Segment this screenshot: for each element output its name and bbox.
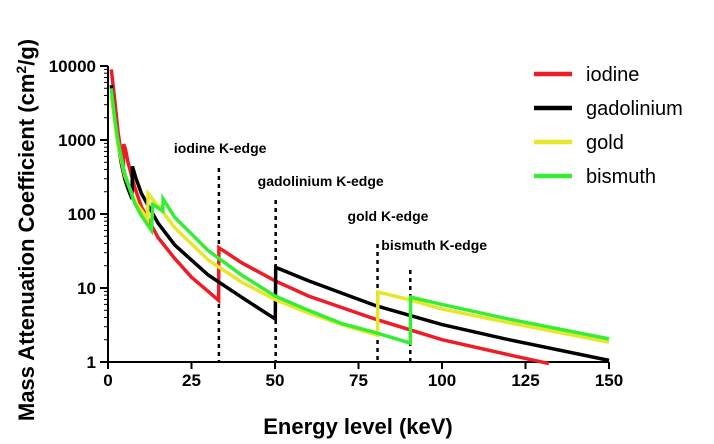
x-ticks: 0 25 50 75 100 125 150 (103, 362, 623, 390)
legend-label-gold: gold (586, 132, 624, 154)
k-edge-label: bismuth K-edge (381, 237, 487, 253)
k-edge-label: gadolinium K-edge (258, 173, 384, 189)
y-tick-label: 1000 (58, 131, 96, 150)
series-line-bismuth (109, 88, 610, 346)
y-tick-label: 10 (77, 279, 96, 298)
legend: iodine gadolinium gold bismuth (534, 64, 683, 188)
k-edge-label: gold K-edge (348, 208, 429, 224)
x-tick-label: 100 (428, 371, 456, 390)
y-tick-label: 10000 (49, 57, 96, 76)
y-tick-label: 100 (68, 205, 96, 224)
x-tick-label: 125 (511, 371, 539, 390)
x-tick-label: 0 (103, 371, 112, 390)
legend-label-bismuth: bismuth (586, 166, 656, 188)
y-tick-label: 1 (87, 353, 96, 372)
y-ticks: 1 10 100 1000 10000 (49, 57, 108, 372)
k-edge-markers: iodine K-edge gadolinium K-edge gold K-edg… (174, 140, 487, 362)
k-edge-label: iodine K-edge (174, 140, 267, 156)
x-tick-label: 75 (349, 371, 368, 390)
x-tick-label: 150 (595, 371, 623, 390)
legend-label-gadolinium: gadolinium (586, 98, 683, 120)
y-axis-title: Mass Attenuation Coefficient (cm2/g) (13, 39, 39, 421)
y-axis-title-end: /g) (14, 39, 39, 66)
y-axis-title-superscript: 2 (13, 66, 29, 74)
x-tick-label: 50 (266, 371, 285, 390)
x-tick-label: 25 (182, 371, 201, 390)
series-lines (109, 69, 610, 366)
y-axis-title-main: Mass Attenuation Coefficient (cm (14, 74, 39, 422)
legend-label-iodine: iodine (586, 64, 639, 86)
x-axis-title: Energy level (keV) (263, 414, 453, 439)
